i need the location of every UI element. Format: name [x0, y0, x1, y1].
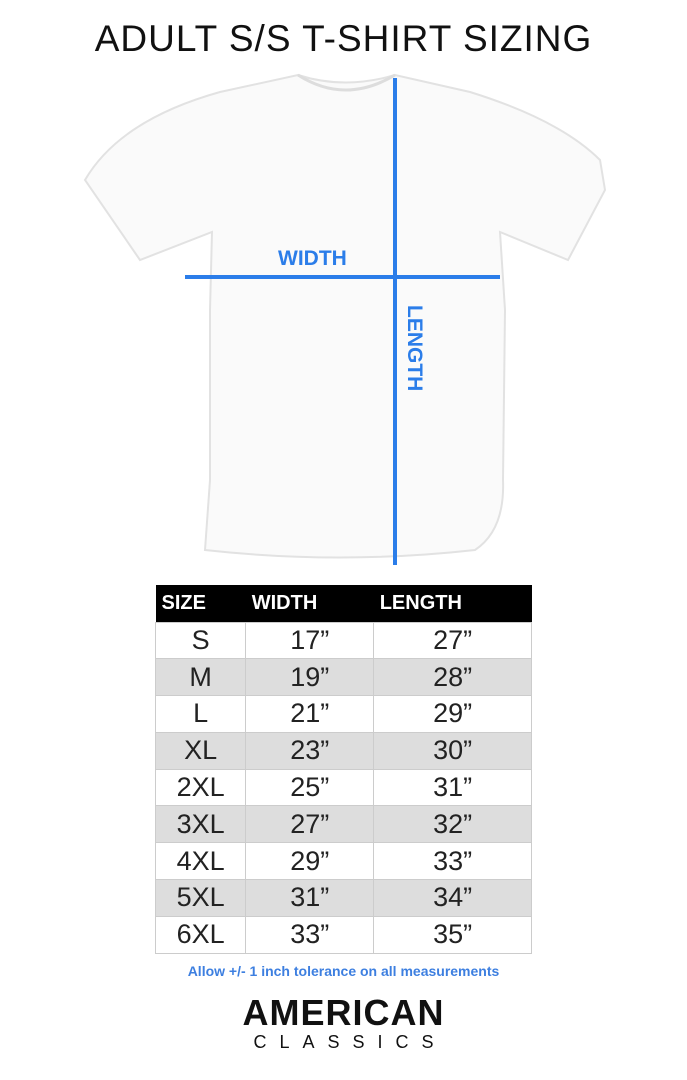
size-cell: 3XL	[154, 805, 247, 844]
size-table: SIZE WIDTH LENGTH S 17” 27” M 19” 28” L 21” 29” XL 2…	[154, 585, 532, 954]
size-cell: M	[154, 658, 247, 697]
width-cell: 25”	[245, 768, 375, 807]
size-cell: L	[154, 695, 247, 733]
table-row: 6XL 33” 35”	[154, 915, 532, 954]
width-cell: 19”	[245, 658, 375, 697]
width-cell: 23”	[245, 731, 375, 770]
size-cell: XL	[154, 731, 247, 770]
table-row: 5XL 31” 34”	[154, 879, 532, 917]
width-cell: 31”	[245, 879, 375, 917]
width-cell: 33”	[245, 915, 375, 954]
tshirt-collar	[297, 73, 396, 92]
size-cell: 2XL	[154, 768, 247, 807]
size-cell: 5XL	[154, 879, 247, 917]
logo-sub-text: CLASSICS	[253, 1032, 447, 1052]
table-row: 3XL 27” 32”	[154, 805, 532, 844]
table-row: 2XL 25” 31”	[154, 768, 532, 807]
length-cell: 32”	[373, 805, 532, 844]
width-label: WIDTH	[278, 247, 347, 270]
column-header: SIZE	[155, 585, 246, 622]
size-cell: S	[154, 621, 247, 660]
tshirt-shape	[83, 73, 607, 559]
table-row: XL 23” 30”	[154, 731, 532, 770]
brand-logo: AMERICAN CLASSICS	[0, 994, 687, 1053]
length-cell: 33”	[373, 842, 532, 881]
size-cell: 4XL	[154, 842, 247, 881]
length-cell: 31”	[373, 768, 532, 807]
width-cell: 17”	[245, 621, 375, 660]
size-cell: 6XL	[154, 915, 247, 954]
tolerance-note: Allow +/- 1 inch tolerance on all measur…	[187, 963, 500, 979]
column-header: LENGTH	[373, 585, 532, 622]
length-cell: 34”	[373, 879, 532, 917]
table-row: S 17” 27”	[154, 621, 532, 660]
table-row: L 21” 29”	[154, 695, 532, 733]
length-cell: 30”	[373, 731, 532, 770]
length-cell: 28”	[373, 658, 532, 697]
width-cell: 21”	[245, 695, 375, 733]
length-cell: 29”	[373, 695, 532, 733]
width-cell: 29”	[245, 842, 375, 881]
column-header: WIDTH	[245, 585, 374, 622]
tshirt-diagram	[83, 73, 607, 565]
table-row: 4XL 29” 33”	[154, 842, 532, 881]
page-title: ADULT S/S T-SHIRT SIZING	[94, 18, 593, 59]
length-cell: 35”	[373, 915, 532, 954]
logo-main-text: AMERICAN	[242, 992, 445, 1033]
table-row: M 19” 28”	[154, 658, 532, 697]
table-header: SIZE WIDTH LENGTH	[155, 585, 532, 622]
length-label: LENGTH	[403, 305, 426, 392]
length-cell: 27”	[373, 621, 532, 660]
width-cell: 27”	[245, 805, 375, 844]
